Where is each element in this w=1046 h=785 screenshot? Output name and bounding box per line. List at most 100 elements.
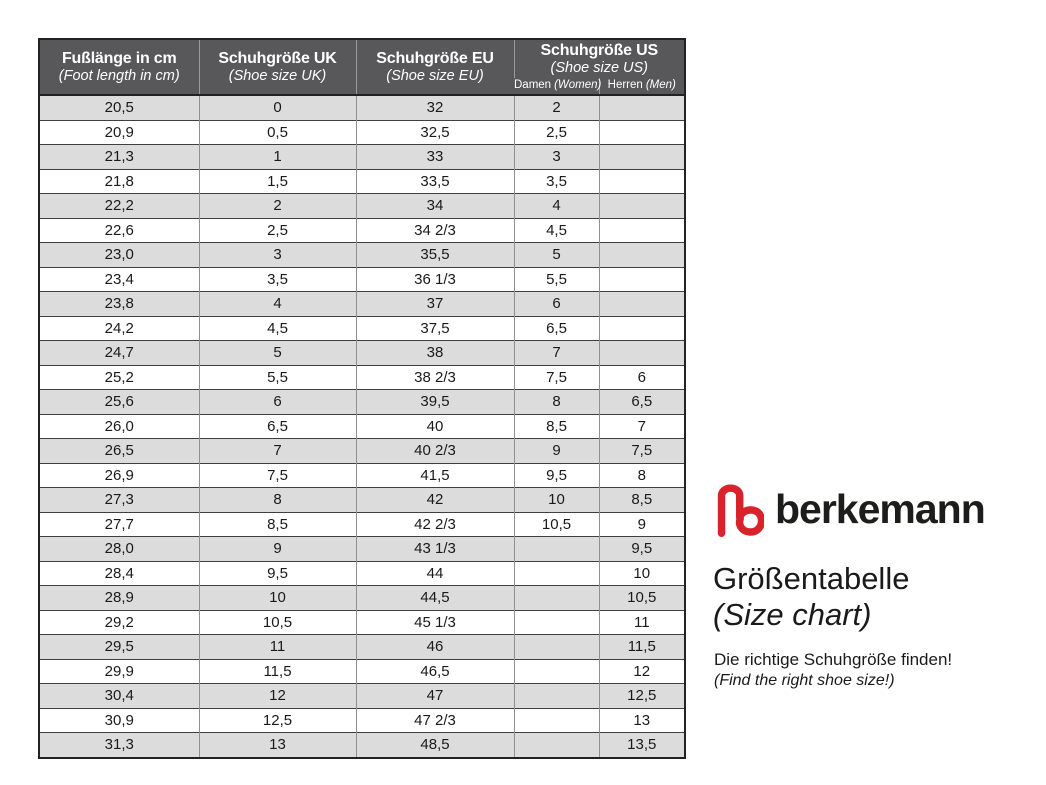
table-cell: 48,5 [355,732,514,758]
table-cell [598,144,686,169]
table-cell: 10 [598,560,686,586]
table-row: 23,0 3 35,5 5 [39,242,686,267]
subheader-label: Herren [607,79,643,91]
table-cell: 43 1/3 [355,536,514,561]
table-row: 31,3 13 48,5 13,5 [39,732,686,758]
table-cell: 6,5 [198,413,356,439]
table-cell: 3 [513,144,599,169]
header-label: Schuhgröße US [540,42,659,59]
table-cell [513,707,599,733]
table-cell: 29,2 [39,609,199,635]
table-cell [513,658,599,684]
title-block: Größentabelle (Size chart) [713,561,909,633]
table-cell [598,168,686,194]
table-cell: 10,5 [513,511,599,537]
table-cell: 7 [198,438,356,463]
table-cell: 34 [355,193,514,218]
table-cell: 7,5 [598,438,686,463]
table-cell: 36 1/3 [355,266,514,292]
table-row: 28,0 9 43 1/3 9,5 [39,536,686,561]
table-cell: 37 [355,291,514,316]
table-cell: 8 [598,462,686,488]
table-cell: 5,5 [513,266,599,292]
table-cell: 7,5 [198,462,356,488]
table-cell: 10 [513,487,599,512]
table-cell: 8 [513,389,599,414]
table-cell: 26,0 [39,413,199,439]
table-cell [598,242,686,267]
size-table-container: Fußlänge in cm (Foot length in cm) Schuh… [38,38,687,759]
table-cell: 3,5 [198,266,356,292]
table-cell [513,732,599,758]
table-cell: 9,5 [598,536,686,561]
table-cell: 42 2/3 [355,511,514,537]
table-cell: 23,0 [39,242,199,267]
table-cell: 44 [355,560,514,586]
table-row: 25,2 5,5 38 2/3 7,5 6 [39,364,686,390]
table-cell: 5,5 [198,364,356,390]
table-cell: 3,5 [513,168,599,194]
table-cell: 4 [198,291,356,316]
table-cell [598,340,686,365]
table-cell: 9,5 [513,462,599,488]
table-cell: 30,9 [39,707,199,733]
table-cell: 5 [198,340,356,365]
table-cell: 12 [598,658,686,684]
table-cell: 11,5 [598,634,686,659]
subheader-sublabel: (Women) [554,79,602,91]
table-row: 28,4 9,5 44 10 [39,560,686,586]
tagline-en: (Find the right shoe size!) [714,672,895,689]
brand-name: berkemann [775,486,986,532]
table-cell [598,266,686,292]
table-cell: 46 [355,634,514,659]
size-table-body: 20,5 0 32 2 20,9 0,5 32,5 2,5 21,3 1 33 3 21,8 1,5 33,… [39,94,686,758]
table-row: 26,0 6,5 40 8,5 7 [39,413,686,439]
table-cell: 9 [198,536,356,561]
table-cell: 41,5 [355,462,514,488]
table-cell: 47 2/3 [355,707,514,733]
table-cell: 44,5 [355,585,514,610]
table-row: 26,5 7 40 2/3 9 7,5 [39,438,686,463]
subheader-label: Damen [514,79,552,91]
table-row: 24,7 5 38 7 [39,340,686,365]
table-cell: 10,5 [598,585,686,610]
table-row: 21,3 1 33 3 [39,144,686,169]
table-cell: 27,7 [39,511,199,537]
table-cell: 26,5 [39,438,199,463]
header-cell-foot-length: Fußlänge in cm (Foot length in cm) [39,39,199,96]
table-cell: 47 [355,683,514,708]
table-cell: 35,5 [355,242,514,267]
table-cell: 11 [198,634,356,659]
table-cell: 10 [198,585,356,610]
table-row: 29,2 10,5 45 1/3 11 [39,609,686,635]
table-cell: 0 [198,94,356,120]
table-row: 24,2 4,5 37,5 6,5 [39,315,686,341]
header-label: Schuhgröße EU [376,50,494,67]
table-cell: 12 [198,683,356,708]
table-row: 20,9 0,5 32,5 2,5 [39,119,686,145]
table-cell: 25,2 [39,364,199,390]
table-cell: 24,2 [39,315,199,341]
header-sublabel: (Shoe size US) [550,60,649,76]
table-cell: 12,5 [198,707,356,733]
table-cell: 6,5 [598,389,686,414]
table-cell: 8 [198,487,356,512]
table-cell: 2 [198,193,356,218]
size-table: Fußlänge in cm (Foot length in cm) Schuh… [38,38,687,759]
table-cell: 6 [598,364,686,390]
table-cell [513,634,599,659]
table-cell: 33,5 [355,168,514,194]
table-cell: 2,5 [198,217,356,243]
header-label: Schuhgröße UK [218,50,337,67]
table-row: 27,7 8,5 42 2/3 10,5 9 [39,511,686,537]
table-cell [513,585,599,610]
table-cell: 11,5 [198,658,356,684]
table-cell: 13 [198,732,356,758]
table-cell [513,536,599,561]
table-row: 25,6 6 39,5 8 6,5 [39,389,686,414]
table-cell: 37,5 [355,315,514,341]
table-cell: 30,4 [39,683,199,708]
table-cell: 9 [513,438,599,463]
table-cell: 29,5 [39,634,199,659]
